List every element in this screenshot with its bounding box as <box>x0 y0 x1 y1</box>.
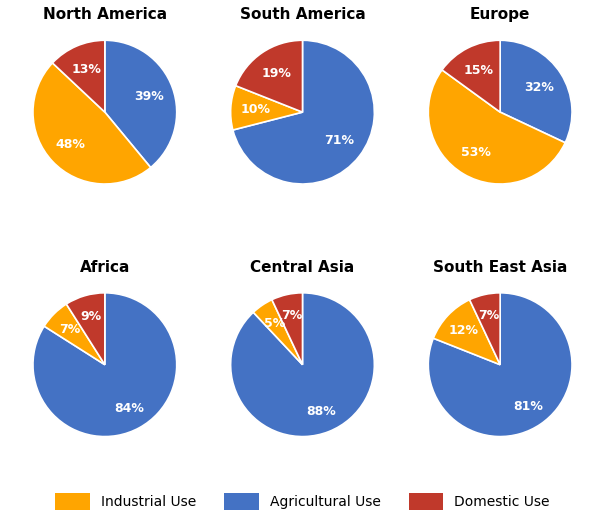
Text: 7%: 7% <box>479 309 500 322</box>
Text: 53%: 53% <box>462 146 491 159</box>
Text: 19%: 19% <box>261 67 291 80</box>
Wedge shape <box>236 40 302 112</box>
Wedge shape <box>105 40 177 168</box>
Wedge shape <box>67 293 105 365</box>
Text: 48%: 48% <box>56 138 86 150</box>
Wedge shape <box>469 293 500 365</box>
Wedge shape <box>442 40 500 112</box>
Text: 12%: 12% <box>448 324 479 337</box>
Text: 5%: 5% <box>264 316 285 330</box>
Wedge shape <box>428 70 565 184</box>
Wedge shape <box>253 300 302 365</box>
Text: 39%: 39% <box>134 90 164 103</box>
Text: 81%: 81% <box>514 400 543 413</box>
Text: 88%: 88% <box>306 405 336 418</box>
Wedge shape <box>33 63 151 184</box>
Wedge shape <box>233 40 374 184</box>
Wedge shape <box>428 293 572 436</box>
Title: Africa: Africa <box>80 260 130 275</box>
Legend: Industrial Use, Agricultural Use, Domestic Use: Industrial Use, Agricultural Use, Domest… <box>48 486 557 517</box>
Wedge shape <box>44 304 105 365</box>
Title: North America: North America <box>43 7 167 23</box>
Title: Central Asia: Central Asia <box>250 260 355 275</box>
Text: 71%: 71% <box>324 134 355 147</box>
Text: 10%: 10% <box>241 103 271 116</box>
Wedge shape <box>272 293 302 365</box>
Title: Europe: Europe <box>470 7 531 23</box>
Title: South East Asia: South East Asia <box>433 260 567 275</box>
Wedge shape <box>33 293 177 436</box>
Text: 84%: 84% <box>114 402 144 416</box>
Text: 15%: 15% <box>464 64 494 77</box>
Wedge shape <box>53 40 105 112</box>
Title: South America: South America <box>240 7 365 23</box>
Wedge shape <box>500 40 572 143</box>
Text: 7%: 7% <box>59 323 80 336</box>
Text: 9%: 9% <box>80 310 102 323</box>
Text: 7%: 7% <box>281 309 302 322</box>
Wedge shape <box>433 300 500 365</box>
Text: 13%: 13% <box>71 63 101 76</box>
Text: 32%: 32% <box>525 81 555 94</box>
Wedge shape <box>231 86 302 130</box>
Wedge shape <box>231 293 374 436</box>
